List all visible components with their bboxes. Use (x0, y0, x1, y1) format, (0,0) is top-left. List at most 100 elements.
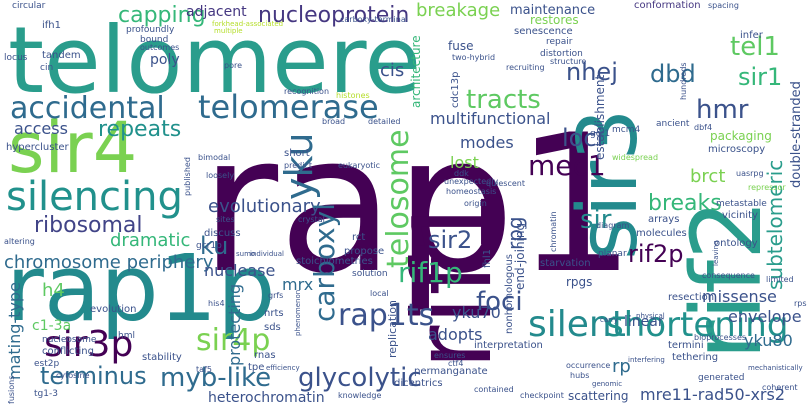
word-rap1: rap1 (200, 94, 636, 315)
word-nucleoprotein: nucleoprotein (258, 3, 409, 28)
word-ancient: ancient (656, 119, 690, 129)
word-phenomenon: phenomenon (294, 290, 302, 336)
word-loosely: loosely (206, 171, 234, 180)
word-senescence: senescence (514, 26, 573, 37)
word-modes: modes (460, 133, 514, 152)
word-hml: hml (118, 331, 135, 341)
word-missense: missense (702, 287, 777, 306)
word-fusions: fusions (7, 376, 16, 404)
word-packaging: packaging (710, 129, 772, 143)
word-bimodal: bimodal (198, 153, 230, 162)
word-accidental: accidental (10, 91, 165, 126)
word-lost: lost (450, 153, 479, 172)
word-planar: planar (598, 249, 627, 259)
word-taf5: taf5 (196, 365, 212, 374)
word-silencing: silencing (6, 174, 183, 220)
word-crystal: crystal (298, 215, 325, 224)
word-sumo: sumo (236, 250, 255, 258)
word-tpe: tpe (248, 362, 264, 373)
word-gcr1: gcr1 (590, 129, 610, 139)
word-tandem: tandem (42, 50, 81, 61)
word-forkhead-associated: forkhead-associated (212, 20, 283, 28)
word-vicinity: vicinity (722, 210, 758, 221)
word-establishment: establishment (593, 74, 607, 160)
word-ifh1: ifh1 (42, 20, 61, 31)
word-yku: yku (277, 133, 321, 200)
word-nonhomologous: nonhomologous (504, 254, 515, 334)
word-telosome: telosome (381, 129, 416, 268)
word-sir3: sir3 (561, 109, 656, 260)
word-metastable: metastable (716, 199, 767, 209)
word-sir4: sir4 (8, 107, 137, 189)
word-linear: linear (624, 314, 664, 330)
word-telomere: telomere (8, 7, 421, 114)
word-genomic: genomic (592, 380, 622, 388)
word-ctf4: ctf4 (448, 359, 463, 368)
word-mating-type: mating-type (5, 282, 24, 380)
word-infer: infer (740, 30, 764, 41)
word-c1-3a: c1-3a (32, 318, 71, 334)
word-altering: altering (4, 237, 35, 246)
word-physical: physical (636, 312, 665, 320)
word-est2p: est2p (34, 359, 59, 369)
word-individual: individual (250, 250, 284, 258)
word-nuclease: nuclease (204, 261, 275, 280)
word-broad: broad (322, 117, 345, 126)
word-myb-like: myb-like (160, 363, 271, 393)
word-fhl1: fhl1 (482, 249, 493, 268)
word-nrts: nrts (264, 308, 284, 319)
word-solution: solution (352, 269, 388, 279)
word-h4: h4 (42, 280, 65, 301)
word-permanganate: permanganate (414, 366, 488, 377)
word-detailed: detailed (368, 117, 400, 126)
word-published: published (183, 157, 192, 196)
word-restores: restores (530, 13, 579, 27)
word-cin: cin (40, 63, 53, 73)
word-breakage: breakage (416, 0, 500, 21)
word-scattering: scattering (568, 389, 629, 403)
word-yku80: yku80 (744, 331, 793, 350)
word-structure: structure (550, 57, 586, 66)
word-access: access (14, 119, 68, 138)
word-propose: propose (344, 246, 384, 257)
word-histones: histones (336, 91, 370, 100)
word-pore: pore (224, 61, 242, 70)
word-arrays: arrays (648, 214, 679, 225)
word-quiescent: quiescent (486, 179, 525, 188)
word-uasrpg: uasrpg (736, 169, 764, 178)
word-eukaryotic: eukaryotic (338, 161, 380, 170)
word-recruiting: recruiting (506, 63, 545, 72)
word-limited: limited (766, 275, 794, 284)
word-bound: bound (140, 35, 168, 45)
word-generated: generated (698, 373, 745, 383)
word-carboxyl: carboxyl (308, 203, 341, 322)
word-starvation: starvation (540, 258, 591, 269)
word-rps: rps (794, 299, 807, 308)
word-chromosome-periphery: chromosome periphery (4, 252, 214, 273)
word-knowledge: knowledge (338, 391, 381, 400)
word-silent: silent (528, 304, 626, 345)
word-outcomes: outcomes (140, 43, 179, 52)
word-carry: carry (600, 316, 618, 324)
word-rnas: rnas (254, 350, 276, 361)
word-brct: brct (690, 166, 725, 187)
word-maintenance: maintenance (510, 3, 595, 18)
word-interfering: interfering (628, 356, 665, 364)
word-tracts: tracts (466, 85, 541, 115)
word-nucleosome: nucleosome (42, 335, 97, 345)
word-checkpoint: checkpoint (520, 391, 564, 400)
word-rpg: rpg (503, 216, 527, 250)
word-replication: replication (386, 300, 399, 358)
word-heterochromatin: heterochromatin (208, 390, 325, 404)
word-recognition: recognition (284, 87, 329, 96)
word-repressor: repressor (748, 183, 786, 192)
word-gcr1p: gcr1p (196, 241, 222, 251)
word-double-stranded: double-stranded (789, 81, 804, 188)
word-rct: rct (352, 232, 365, 243)
word-tg1-3: tg1-3 (34, 389, 58, 399)
word-rp: rp (612, 356, 631, 377)
word-microscopy: microscopy (708, 144, 765, 155)
word-nhej: nhej (566, 58, 618, 86)
word-cis: cis (380, 60, 404, 81)
word-mec1: mec1 (528, 149, 606, 182)
